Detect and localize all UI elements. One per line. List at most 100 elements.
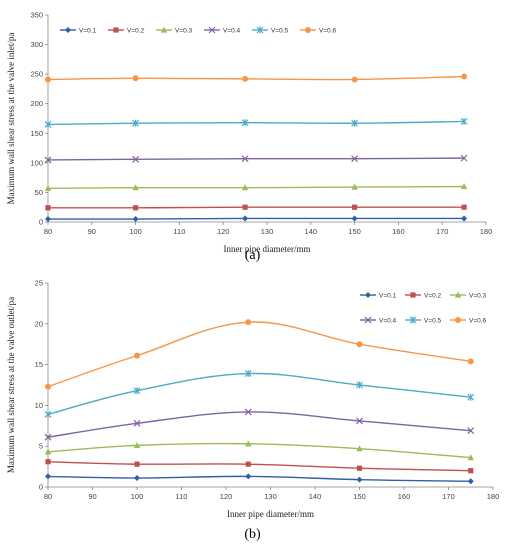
chart-b-legend-marker-v-0-2	[410, 292, 416, 298]
chart-a-legend-marker-v-0-1	[65, 27, 71, 33]
chart-b-legend-label-v-0-3: V=0.3	[469, 292, 487, 299]
chart-a-legend-marker-v-0-3	[160, 26, 168, 33]
chart-a-x-tick-label-100: 100	[129, 227, 142, 236]
chart-a-legend-label-v-0-3: V=0.3	[175, 27, 193, 34]
chart-a-y-tick-label-300: 300	[30, 40, 43, 49]
chart-a-legend-item-v-0-6: V=0.6	[300, 27, 337, 34]
chart-a-legend-label-v-0-5: V=0.5	[271, 27, 289, 34]
chart-a-series-v-0-2	[45, 204, 467, 211]
chart-b-series-v-0-5	[44, 370, 475, 418]
chart-a-legend-label-v-0-6: V=0.6	[319, 27, 337, 34]
chart-a-legend-marker-v-0-4	[208, 26, 216, 34]
chart-b-series-line-v-0-4	[47, 411, 471, 438]
chart-b-legend-marker-v-0-6	[455, 317, 461, 323]
chart-b-series-line-v-0-1	[47, 475, 471, 482]
chart-b-series-v-0-6	[45, 319, 474, 390]
chart-b-point-v-0-2-175	[468, 468, 474, 474]
chart-b-series-line-v-0-2	[47, 461, 471, 472]
chart-a-point-v-0-1-125	[242, 215, 249, 222]
chart-b-x-axis-title: Inner pipe diameter/mm	[227, 509, 314, 519]
chart-a-y-tick-label-0: 0	[39, 218, 43, 227]
chart-b-legend-item-v-0-2: V=0.2	[405, 292, 442, 299]
chart-b-legend-label-v-0-2: V=0.2	[424, 292, 442, 299]
chart-b-point-v-0-4-175	[467, 427, 475, 435]
chart-b-x-tick-label-140: 140	[309, 492, 322, 501]
chart-a-point-v-0-2-175	[461, 204, 467, 210]
chart-a-y-tick-label-100: 100	[30, 158, 43, 167]
chart-a-y-tick-label-50: 50	[35, 188, 43, 197]
chart-b-point-v-0-2-80	[45, 459, 51, 465]
chart-b-x-tick-label-90: 90	[88, 492, 96, 501]
chart-b-point-v-0-6-175	[467, 358, 474, 365]
chart-b-legend-item-v-0-5: V=0.5	[405, 316, 442, 324]
chart-a-y-tick-label-350: 350	[30, 11, 43, 20]
chart-b-y-tick-label-15: 15	[35, 360, 43, 369]
chart-a-point-v-0-2-150	[352, 204, 358, 210]
chart-a-point-v-0-1-175	[461, 215, 468, 222]
chart-b-legend-item-v-0-1: V=0.1	[360, 292, 397, 299]
chart-a-point-v-0-5-80	[44, 120, 52, 128]
chart-b-y-tick-label-5: 5	[39, 442, 43, 451]
chart-b-point-v-0-6-125	[245, 319, 252, 326]
chart-a-point-v-0-3-100	[132, 184, 139, 191]
chart-b-legend-label-v-0-6: V=0.6	[469, 317, 487, 324]
chart-b-legend-marker-v-0-5	[409, 316, 417, 324]
chart-b-point-v-0-1-150	[356, 476, 363, 483]
chart-a-x-tick-label-170: 170	[436, 227, 449, 236]
chart-b-point-v-0-1-125	[245, 473, 252, 480]
chart-a-x-axis-title: Inner pipe diameter/mm	[224, 244, 311, 254]
chart-a-point-v-0-5-175	[460, 117, 468, 125]
chart-a-point-v-0-3-175	[460, 183, 468, 190]
chart-b-y-tick-label-25: 25	[35, 279, 43, 288]
chart-a-x-tick-label-130: 130	[261, 227, 274, 236]
chart-b-legend-label-v-0-4: V=0.4	[379, 317, 397, 324]
chart-b-series-v-0-1	[45, 473, 474, 485]
chart-a-x-tick-label-120: 120	[217, 227, 230, 236]
chart-b-point-v-0-3-100	[133, 441, 141, 448]
chart-a-point-v-0-3-80	[44, 184, 52, 191]
chart-a-point-v-0-6-80	[45, 76, 51, 83]
chart-a-y-tick-label-150: 150	[30, 129, 43, 138]
chart-a-point-v-0-4-125	[241, 155, 249, 163]
chart-b-x-tick-label-130: 130	[264, 492, 277, 501]
chart-b-y-tick-label-20: 20	[35, 319, 43, 328]
chart-a-x-tick-label-150: 150	[348, 227, 361, 236]
chart-b-legend-label-v-0-5: V=0.5	[424, 317, 442, 324]
caption-a: (a)	[244, 248, 261, 263]
chart-a-legend-label-v-0-4: V=0.4	[223, 27, 241, 34]
chart-b-series-v-0-2	[45, 459, 474, 474]
chart-a-series-v-0-4	[44, 154, 468, 164]
chart-b-x-tick-label-160: 160	[398, 492, 411, 501]
chart-a-x-tick-label-180: 180	[480, 227, 493, 236]
chart-a-series-line-v-0-2	[47, 206, 465, 209]
chart-b-point-v-0-5-150	[356, 381, 363, 389]
chart-b-y-tick-label-10: 10	[35, 401, 43, 410]
chart-a-point-v-0-6-100	[132, 75, 139, 82]
chart-a-series-line-v-0-5	[47, 120, 465, 126]
chart-a-legend-marker-v-0-6	[305, 27, 311, 33]
chart-a-legend-label-v-0-2: V=0.2	[127, 27, 145, 34]
chart-b-point-v-0-5-100	[133, 387, 141, 395]
chart-a-x-tick-label-80: 80	[44, 227, 52, 236]
chart-a-series-line-v-0-6	[47, 75, 465, 81]
chart-panel-b: 0 5 10 15 20 25 80 90 100 110 120 130 140 150 160 170 18…	[0, 275, 505, 525]
chart-b-y-tick-label-0: 0	[39, 483, 43, 492]
chart-b-point-v-0-4-80	[44, 433, 52, 441]
chart-a-x-tick-label-90: 90	[88, 227, 96, 236]
chart-b-point-v-0-1-80	[45, 473, 51, 480]
chart-b-series-v-0-3	[44, 440, 474, 461]
chart-b-x-tick-label-80: 80	[44, 492, 52, 501]
chart-b-point-v-0-4-125	[244, 408, 252, 416]
chart-b-point-v-0-2-150	[356, 465, 363, 471]
chart-a-point-v-0-5-125	[241, 119, 249, 127]
chart-b-y-axis-title: Maximum wall shear stress at the valve o…	[6, 297, 16, 473]
chart-b-series-line-v-0-5	[47, 372, 471, 416]
chart-b-point-v-0-3-175	[467, 454, 474, 461]
chart-a-point-v-0-4-100	[132, 155, 140, 163]
chart-a-y-axis-title: Maximum wall shear stress at the valve i…	[6, 33, 16, 205]
chart-panel-a: 0 50 100 150 200 250 300 350 80 90 100 110 120 130 140…	[0, 0, 505, 270]
chart-b-point-v-0-5-80	[44, 410, 52, 418]
chart-b-x-tick-label-120: 120	[220, 492, 233, 501]
chart-a-point-v-0-1-150	[351, 215, 358, 222]
chart-a-point-v-0-1-100	[132, 216, 139, 223]
